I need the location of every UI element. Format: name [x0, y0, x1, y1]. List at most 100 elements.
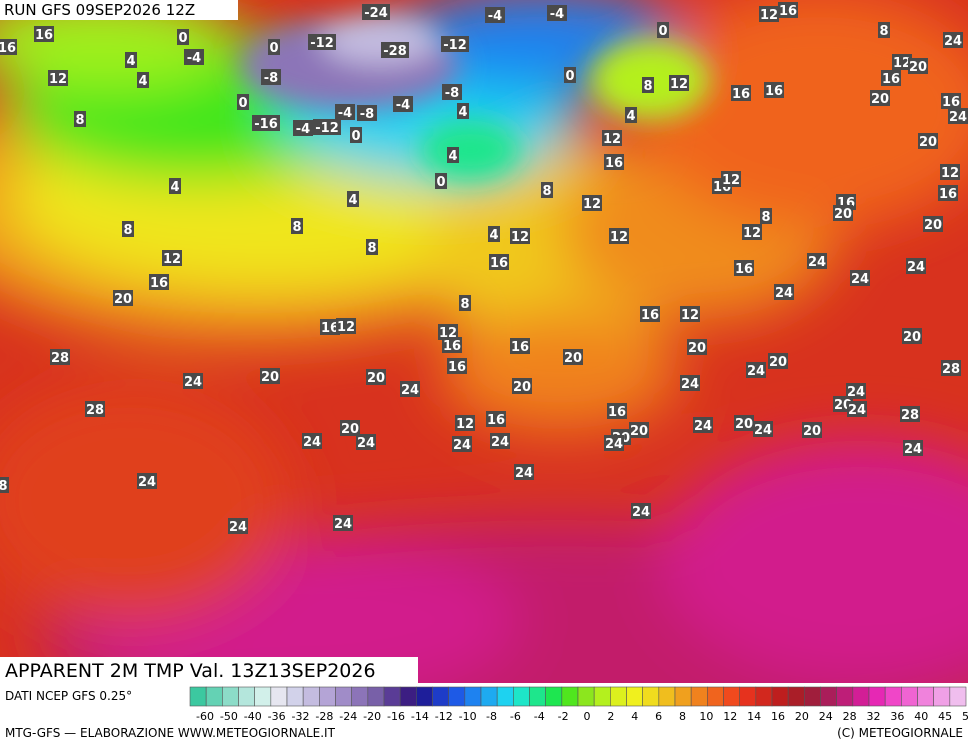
- label-box: [900, 406, 920, 422]
- label-box: [489, 254, 509, 270]
- label-box: [125, 52, 137, 68]
- contour-label: 0: [565, 69, 574, 84]
- label-box: [833, 205, 853, 221]
- label-box: [870, 90, 890, 106]
- label-box: [881, 70, 901, 86]
- scale-swatch: [222, 686, 239, 707]
- contour-label: 16: [735, 262, 753, 277]
- label-box: [381, 42, 409, 58]
- run-box: [0, 0, 238, 20]
- contour-label: 24: [334, 517, 352, 532]
- scale-label: 36: [890, 710, 904, 723]
- scale-swatch: [836, 686, 854, 707]
- scale-swatch: [480, 686, 498, 707]
- contour-label: 16: [732, 87, 750, 102]
- scale-swatch: [302, 686, 320, 707]
- label-box: [657, 22, 669, 38]
- contour-label: 4: [626, 109, 635, 124]
- scale-label: 40: [914, 710, 928, 723]
- label-box: [85, 401, 105, 417]
- scale-label: 10: [699, 710, 713, 723]
- label-box: [687, 339, 707, 355]
- scale-label: 4: [631, 710, 638, 723]
- scale-swatch: [335, 686, 352, 707]
- label-box: [237, 94, 249, 110]
- label-box: [693, 417, 713, 433]
- label-box: [488, 226, 500, 242]
- contour-label: 8: [123, 223, 132, 238]
- contour-label: 12: [456, 417, 474, 432]
- label-box: [0, 39, 17, 55]
- contour-label: 20: [564, 351, 582, 366]
- scale-label: 2: [607, 710, 614, 723]
- contour-label: 20: [903, 330, 921, 345]
- label-box: [512, 378, 532, 394]
- label-box: [34, 26, 54, 42]
- contour-label: -28: [383, 44, 407, 59]
- scale-swatch: [496, 686, 514, 707]
- label-box: [302, 433, 322, 449]
- contour-label: 0: [658, 24, 667, 39]
- label-box: [74, 111, 86, 127]
- contour-label: 8: [542, 184, 551, 199]
- label-box: [768, 353, 788, 369]
- label-box: [753, 421, 773, 437]
- scale-swatch: [884, 686, 902, 707]
- contour-label: 20: [341, 422, 359, 437]
- contour-label: 28: [86, 403, 104, 418]
- label-box: [878, 22, 890, 38]
- scale-swatch: [189, 686, 207, 707]
- contour-label: -12: [315, 121, 339, 136]
- contour-label: 28: [901, 408, 919, 423]
- label-box: [366, 239, 378, 255]
- contour-label: 24: [754, 423, 772, 438]
- label-box: [442, 337, 462, 353]
- color-scale: -60 -50 -40 -36 -32 -28 -24 -20 -16 -14 -12 -10 -8 -6…: [189, 686, 968, 723]
- scale-swatch: [690, 686, 708, 707]
- contour-label: 16: [490, 256, 508, 271]
- scale-swatch: [852, 686, 870, 707]
- label-box: [362, 4, 390, 20]
- copyright-label: (C) METEOGIORNALE: [837, 726, 963, 740]
- contour-label: -12: [443, 38, 467, 53]
- label-box: [850, 270, 870, 286]
- scale-label: 20: [795, 710, 809, 723]
- scale-swatch: [432, 686, 449, 707]
- scale-label: -40: [244, 710, 262, 723]
- scale-label: -12: [435, 710, 453, 723]
- scale-swatch: [270, 686, 288, 707]
- label-box: [940, 164, 960, 180]
- contour-label: 20: [688, 341, 706, 356]
- label-box: [759, 6, 779, 22]
- contour-label: 24: [229, 520, 247, 535]
- label-box: [356, 434, 376, 450]
- contour-label: 24: [138, 475, 156, 490]
- contour-label: 16: [150, 276, 168, 291]
- contour-label: 8: [879, 24, 888, 39]
- scale-swatch: [674, 686, 692, 707]
- contour-label: 12: [743, 226, 761, 241]
- scale-label: 28: [843, 710, 857, 723]
- contour-label: 20: [909, 60, 927, 75]
- contour-label: 24: [851, 272, 869, 287]
- scale-swatch: [868, 686, 886, 707]
- label-box: [50, 349, 70, 365]
- label-box: [122, 221, 134, 237]
- scale-label: 14: [747, 710, 761, 723]
- label-box: [629, 422, 649, 438]
- label-box: [734, 415, 754, 431]
- contour-label: 12: [681, 308, 699, 323]
- scale-swatch: [739, 686, 757, 707]
- label-box: [457, 103, 469, 119]
- label-box: [393, 96, 413, 112]
- contour-label: 24: [808, 255, 826, 270]
- contour-label: -16: [254, 117, 278, 132]
- contour-label: 8: [460, 297, 469, 312]
- label-box: [563, 349, 583, 365]
- label-box: [357, 105, 377, 121]
- label-box: [742, 224, 762, 240]
